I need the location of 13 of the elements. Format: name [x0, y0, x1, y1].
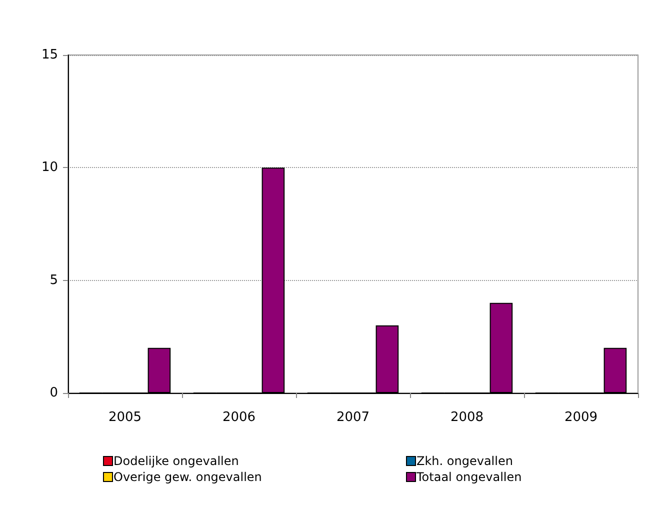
y-tick-label: 15	[41, 48, 58, 62]
legend-label: Zkh. ongevallen	[416, 454, 513, 468]
x-tick-label: 2007	[336, 410, 370, 425]
legend-label: Totaal ongevallen	[416, 470, 522, 484]
y-tick-label: 10	[41, 160, 58, 176]
legend-label: Overige gew. ongevallen	[114, 470, 262, 484]
x-tick-label: 2009	[564, 410, 598, 425]
x-tick-label: 2006	[222, 410, 256, 425]
y-tick-label: 5	[50, 272, 58, 288]
x-tick-label: 2005	[108, 410, 142, 425]
legend-label: Dodelijke ongevallen	[114, 454, 239, 468]
x-tick-label: 2008	[450, 410, 484, 425]
y-tick-label: 0	[50, 386, 58, 400]
